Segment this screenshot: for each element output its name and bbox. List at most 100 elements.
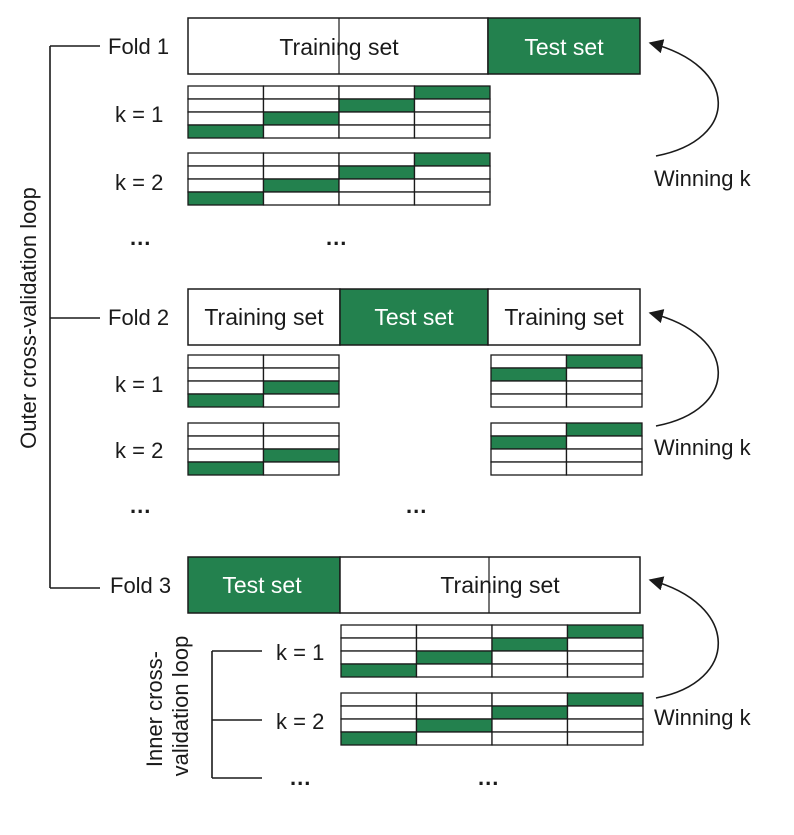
- fold-1-k2-grid: [187, 152, 491, 206]
- validation-cell: [262, 111, 340, 126]
- train-cell: [490, 393, 568, 408]
- fold-3-test-segment: [187, 556, 341, 614]
- train-cell: [187, 435, 265, 450]
- train-cell: [187, 354, 265, 369]
- fold-3-k1-grid: [340, 624, 644, 678]
- fold-3-training-label: Training set: [440, 572, 560, 598]
- train-cell: [491, 650, 569, 665]
- train-cell: [415, 663, 493, 678]
- train-cell: [413, 111, 491, 126]
- fold-2-k1-label: k = 1: [115, 372, 163, 397]
- fold-3-bar: Test set Training set: [187, 556, 641, 614]
- fold-2-training-segment-left: [187, 288, 341, 346]
- train-cell: [415, 692, 493, 707]
- train-cell: [340, 718, 418, 733]
- fold-2-training-label-left: Training set: [204, 304, 324, 330]
- train-cell: [262, 152, 340, 167]
- train-cell: [187, 165, 265, 180]
- train-cell: [262, 354, 340, 369]
- fold-2-k2-grid-left: [187, 422, 340, 476]
- fold-3-winning-label: Winning k: [654, 705, 752, 730]
- inner-loop-label: Inner cross- validation loop: [142, 636, 193, 777]
- train-cell: [413, 191, 491, 206]
- train-cell: [187, 152, 265, 167]
- train-cell: [566, 663, 644, 678]
- train-cell: [415, 731, 493, 746]
- fold-1-ellipsis-grid: ...: [326, 225, 347, 250]
- train-cell: [262, 422, 340, 437]
- validation-cell: [187, 393, 265, 408]
- validation-cell: [413, 85, 491, 100]
- train-cell: [262, 461, 340, 476]
- train-cell: [187, 178, 265, 193]
- validation-cell: [187, 191, 265, 206]
- train-cell: [490, 380, 568, 395]
- fold-1-training-label: Training set: [279, 34, 399, 60]
- train-cell: [338, 152, 416, 167]
- fold-3-ellipsis-grid: ...: [478, 765, 499, 790]
- inner-loop-label-line-1: Inner cross-: [142, 651, 167, 767]
- fold-3-ellipsis-left: ...: [290, 765, 311, 790]
- train-cell: [490, 461, 568, 476]
- train-cell: [262, 85, 340, 100]
- train-cell: [490, 422, 568, 437]
- train-cell: [338, 111, 416, 126]
- fold-3-label: Fold 3: [110, 573, 171, 598]
- train-cell: [262, 191, 340, 206]
- fold-2-label: Fold 2: [108, 305, 169, 330]
- train-cell: [415, 705, 493, 720]
- fold-3-training-segment: [339, 556, 641, 614]
- validation-cell: [566, 624, 644, 639]
- train-cell: [340, 650, 418, 665]
- train-cell: [565, 461, 643, 476]
- train-cell: [415, 637, 493, 652]
- train-cell: [262, 435, 340, 450]
- validation-cell: [415, 650, 493, 665]
- validation-cell: [262, 380, 340, 395]
- train-cell: [187, 422, 265, 437]
- fold-1-winning-arrow: [648, 39, 720, 157]
- train-cell: [565, 367, 643, 382]
- train-cell: [187, 367, 265, 382]
- validation-cell: [338, 98, 416, 113]
- validation-cell: [415, 718, 493, 733]
- train-cell: [565, 380, 643, 395]
- fold-2-test-label: Test set: [374, 304, 454, 330]
- validation-cell: [340, 731, 418, 746]
- validation-cell: [413, 152, 491, 167]
- train-cell: [338, 191, 416, 206]
- fold-2-winning-arrow: [648, 309, 720, 427]
- fold-2-winning-label: Winning k: [654, 435, 752, 460]
- fold-1-k1-grid: [187, 85, 491, 139]
- train-cell: [262, 98, 340, 113]
- fold-2-training-label-right: Training set: [504, 304, 624, 330]
- train-cell: [338, 124, 416, 139]
- train-cell: [413, 124, 491, 139]
- validation-cell: [340, 663, 418, 678]
- train-cell: [262, 124, 340, 139]
- train-cell: [187, 85, 265, 100]
- validation-cell: [491, 637, 569, 652]
- train-cell: [566, 731, 644, 746]
- fold-1-test-label: Test set: [524, 34, 604, 60]
- fold-3-k2-label: k = 2: [276, 709, 324, 734]
- train-cell: [491, 663, 569, 678]
- validation-cell: [565, 354, 643, 369]
- fold-1-k2-label: k = 2: [115, 170, 163, 195]
- fold-2-ellipsis-grid: ...: [406, 493, 427, 518]
- train-cell: [187, 448, 265, 463]
- train-cell: [187, 98, 265, 113]
- validation-cell: [565, 422, 643, 437]
- fold-1-k1-label: k = 1: [115, 102, 163, 127]
- validation-cell: [490, 367, 568, 382]
- fold-1-training-segment: [187, 17, 489, 75]
- train-cell: [491, 731, 569, 746]
- validation-cell: [490, 435, 568, 450]
- validation-cell: [187, 461, 265, 476]
- fold-3-k2-grid: [340, 692, 644, 746]
- train-cell: [338, 178, 416, 193]
- fold-1-test-segment: [487, 17, 641, 75]
- validation-cell: [262, 178, 340, 193]
